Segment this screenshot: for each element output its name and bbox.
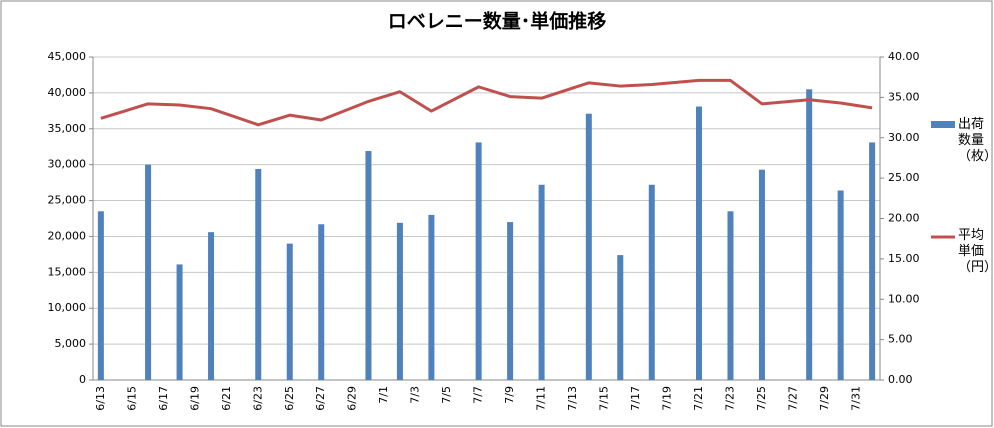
x-tick-label: 7/31 (849, 386, 862, 411)
x-tick-label: 7/25 (755, 386, 768, 411)
y2-tick-label: 40.00 (888, 50, 920, 63)
x-tick-label: 7/1 (377, 386, 390, 404)
bar (475, 142, 482, 380)
y-tick-label: 20,000 (48, 229, 87, 242)
bar (97, 211, 104, 380)
line (100, 78, 873, 127)
y2-tick-label: 20.00 (888, 212, 920, 225)
x-tick-label: 7/11 (535, 386, 548, 411)
bar (428, 214, 435, 380)
y-tick-label: 30,000 (48, 158, 87, 171)
bar (727, 211, 734, 380)
x-tick-label: 7/5 (440, 386, 453, 404)
x-tick-label: 6/15 (125, 386, 138, 411)
bar (585, 113, 592, 381)
y-tick-label: 0 (79, 373, 86, 386)
bar (176, 264, 183, 380)
bar (538, 184, 545, 380)
x-tick-label: 7/17 (629, 386, 642, 411)
y-tick-label: 35,000 (48, 122, 87, 135)
x-tick-label: 7/13 (566, 386, 579, 411)
x-tick-label: 7/23 (723, 386, 736, 411)
bar (255, 168, 262, 380)
x-tick-label: 7/29 (818, 386, 831, 411)
bar (145, 164, 152, 380)
bar (318, 224, 325, 380)
x-tick-label: 6/23 (251, 386, 264, 411)
x-tick-label: 6/21 (220, 386, 233, 411)
x-tick-label: 6/13 (94, 386, 107, 411)
x-tick-label: 6/17 (157, 386, 170, 411)
legend-label: 平均単価（円） (958, 228, 994, 275)
bar (758, 169, 765, 380)
x-tick-label: 7/19 (661, 386, 674, 411)
x-tick-label: 7/15 (598, 386, 611, 411)
x-tick-label: 7/7 (472, 386, 485, 404)
x-tick-label: 6/29 (346, 386, 359, 411)
bar (396, 222, 403, 380)
bar (869, 142, 876, 380)
y2-tick-label: 5.00 (888, 333, 913, 346)
bar (695, 106, 702, 380)
legend-label: 出荷数量（枚） (958, 117, 994, 164)
chart-title: ロベレニー数量･単価推移 (388, 10, 607, 33)
x-tick-label: 6/27 (314, 386, 327, 411)
y2-tick-label: 10.00 (888, 292, 920, 305)
legend-swatch (931, 121, 955, 128)
x-tick-label: 7/21 (692, 386, 705, 411)
y-tick-label: 5,000 (55, 337, 87, 350)
bar (837, 190, 844, 380)
y2-tick-label: 25.00 (888, 171, 920, 184)
y-tick-label: 45,000 (48, 50, 87, 63)
y-tick-label: 25,000 (48, 194, 87, 207)
y2-tick-label: 15.00 (888, 252, 920, 265)
x-tick-label: 6/19 (188, 386, 201, 411)
y-tick-label: 10,000 (48, 301, 87, 314)
y2-tick-label: 30.00 (888, 131, 920, 144)
x-tick-label: 7/3 (409, 386, 422, 404)
x-tick-label: 7/9 (503, 386, 516, 404)
bar (806, 89, 813, 381)
x-tick-label: 7/27 (786, 386, 799, 411)
bar (208, 232, 215, 380)
y2-tick-label: 0.00 (888, 373, 913, 386)
bar (648, 184, 655, 380)
bar (617, 255, 624, 380)
bar (365, 151, 372, 380)
bar (286, 243, 293, 380)
y-tick-label: 40,000 (48, 86, 87, 99)
y2-tick-label: 35.00 (888, 90, 920, 103)
bar (507, 222, 514, 380)
y-tick-label: 15,000 (48, 265, 87, 278)
x-tick-label: 6/25 (283, 386, 296, 411)
